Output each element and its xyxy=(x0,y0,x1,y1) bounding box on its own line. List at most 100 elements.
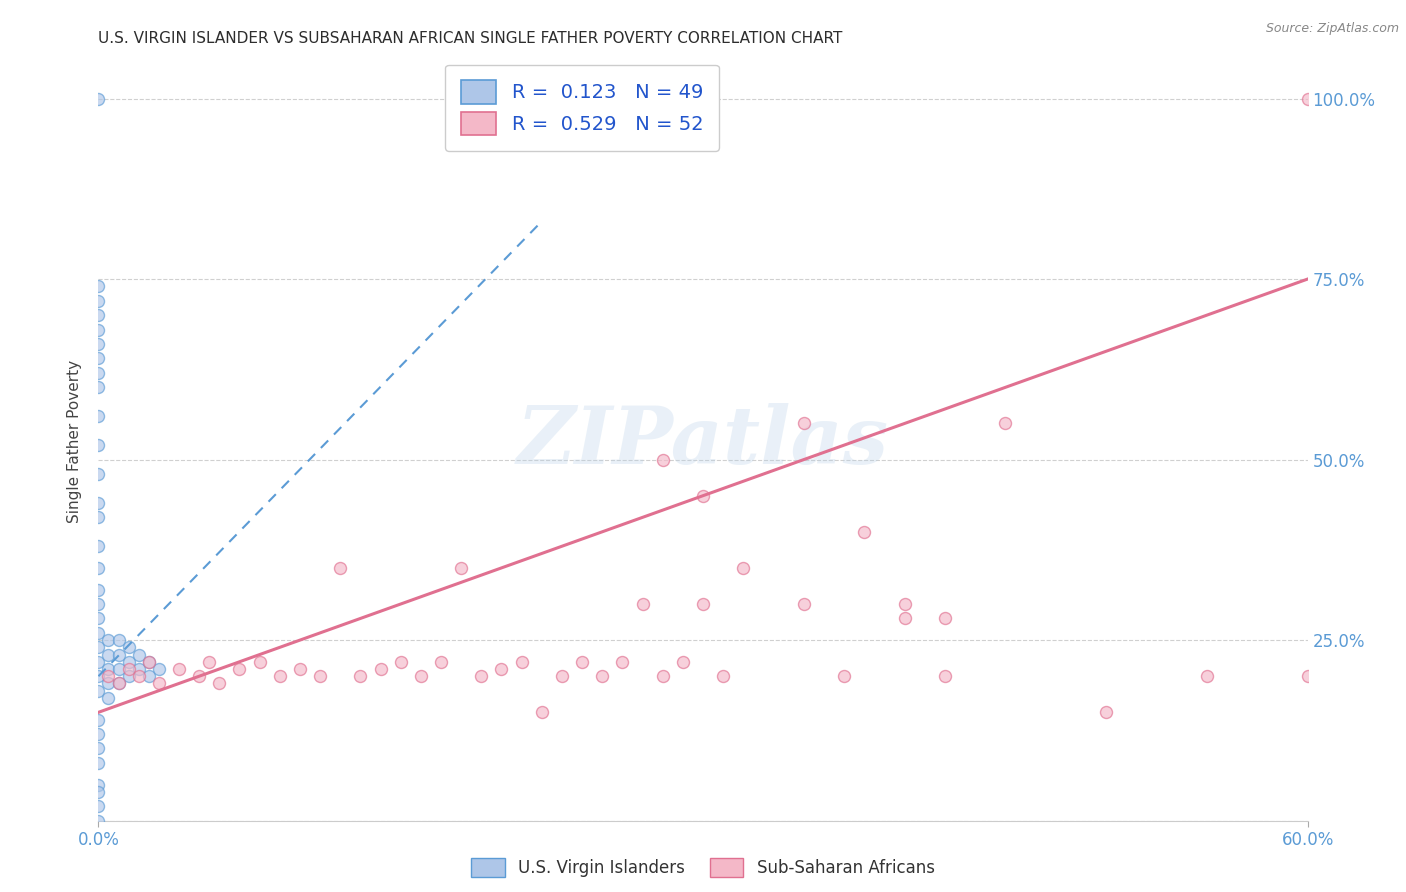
Point xyxy=(491,662,513,676)
Legend: R =  0.123   N = 49, R =  0.529   N = 52: R = 0.123 N = 49, R = 0.529 N = 52 xyxy=(446,64,718,151)
Point xyxy=(107,648,129,662)
Point xyxy=(530,706,553,720)
Point xyxy=(692,489,714,503)
Point xyxy=(87,611,110,625)
Point xyxy=(309,669,332,683)
Point xyxy=(651,669,673,683)
Point xyxy=(107,633,129,648)
Point xyxy=(430,655,453,669)
Point xyxy=(470,669,492,683)
Point xyxy=(87,669,110,683)
Text: Source: ZipAtlas.com: Source: ZipAtlas.com xyxy=(1265,22,1399,36)
Point xyxy=(591,669,613,683)
Point xyxy=(349,669,371,683)
Point xyxy=(87,785,110,799)
Point xyxy=(370,662,392,676)
Point xyxy=(87,683,110,698)
Point xyxy=(97,690,120,705)
Point xyxy=(148,676,170,690)
Point xyxy=(97,648,120,662)
Point xyxy=(87,351,110,366)
Point xyxy=(651,452,673,467)
Point xyxy=(87,293,110,308)
Point xyxy=(167,662,190,676)
Point xyxy=(198,655,221,669)
Point xyxy=(97,662,120,676)
Point xyxy=(651,91,673,105)
Point xyxy=(1095,706,1118,720)
Point xyxy=(409,669,432,683)
Point xyxy=(733,561,755,575)
Point xyxy=(87,496,110,510)
Point xyxy=(288,662,311,676)
Point xyxy=(1195,669,1218,683)
Point xyxy=(87,337,110,351)
Point xyxy=(450,561,472,575)
Point xyxy=(1296,91,1319,105)
Legend: U.S. Virgin Islanders, Sub-Saharan Africans: U.S. Virgin Islanders, Sub-Saharan Afric… xyxy=(463,849,943,886)
Point xyxy=(510,655,533,669)
Point xyxy=(389,655,412,669)
Point xyxy=(87,640,110,655)
Point xyxy=(128,648,150,662)
Point xyxy=(793,417,815,431)
Point xyxy=(612,655,634,669)
Point xyxy=(631,597,654,611)
Point xyxy=(711,669,734,683)
Point xyxy=(87,279,110,293)
Point xyxy=(87,539,110,553)
Point xyxy=(329,561,352,575)
Point xyxy=(87,597,110,611)
Point xyxy=(128,669,150,683)
Point xyxy=(672,655,695,669)
Point xyxy=(87,380,110,394)
Point xyxy=(118,669,141,683)
Point xyxy=(87,799,110,814)
Point xyxy=(148,662,170,676)
Point xyxy=(551,669,574,683)
Point xyxy=(793,597,815,611)
Point xyxy=(87,91,110,105)
Point xyxy=(118,655,141,669)
Point xyxy=(269,669,291,683)
Y-axis label: Single Father Poverty: Single Father Poverty xyxy=(67,360,83,523)
Point xyxy=(853,524,876,539)
Text: U.S. VIRGIN ISLANDER VS SUBSAHARAN AFRICAN SINGLE FATHER POVERTY CORRELATION CHA: U.S. VIRGIN ISLANDER VS SUBSAHARAN AFRIC… xyxy=(98,31,842,46)
Point xyxy=(97,669,120,683)
Point xyxy=(87,727,110,741)
Point xyxy=(934,669,956,683)
Point xyxy=(87,561,110,575)
Point xyxy=(107,676,129,690)
Point xyxy=(97,633,120,648)
Point xyxy=(87,366,110,380)
Point xyxy=(188,669,211,683)
Point xyxy=(87,778,110,792)
Point xyxy=(138,655,160,669)
Point xyxy=(934,611,956,625)
Point xyxy=(138,655,160,669)
Point xyxy=(87,756,110,770)
Point xyxy=(87,467,110,481)
Point xyxy=(128,662,150,676)
Point xyxy=(107,676,129,690)
Point xyxy=(118,662,141,676)
Point xyxy=(87,582,110,597)
Point xyxy=(208,676,231,690)
Point xyxy=(1296,669,1319,683)
Text: ZIPatlas: ZIPatlas xyxy=(517,403,889,480)
Point xyxy=(692,597,714,611)
Point xyxy=(87,308,110,322)
Point xyxy=(107,662,129,676)
Point xyxy=(87,713,110,727)
Point xyxy=(87,655,110,669)
Point xyxy=(118,640,141,655)
Point xyxy=(994,417,1017,431)
Point xyxy=(571,655,593,669)
Point xyxy=(87,741,110,756)
Point xyxy=(87,510,110,524)
Point xyxy=(832,669,855,683)
Point xyxy=(228,662,250,676)
Point xyxy=(97,676,120,690)
Point xyxy=(87,814,110,828)
Point xyxy=(249,655,271,669)
